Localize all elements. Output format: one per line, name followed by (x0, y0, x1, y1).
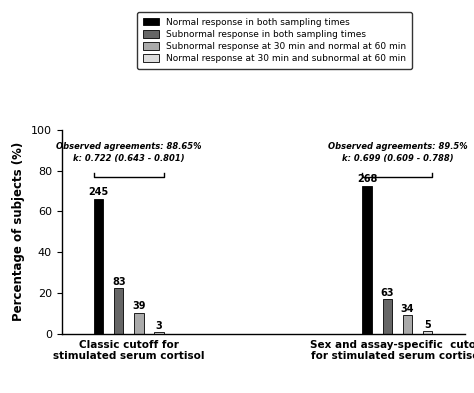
Text: k: 0.699 (0.609 - 0.788): k: 0.699 (0.609 - 0.788) (342, 154, 453, 163)
Bar (114, 288, 123, 334)
Text: 245: 245 (89, 187, 109, 197)
Bar (363, 186, 372, 334)
Text: Observed agreements: 89.5%: Observed agreements: 89.5% (328, 142, 467, 151)
Bar (94, 199, 103, 334)
Bar (423, 331, 432, 334)
Text: 268: 268 (357, 174, 377, 184)
Bar (154, 332, 164, 334)
Text: 63: 63 (381, 288, 394, 298)
Legend: Normal response in both sampling times, Subnormal response in both sampling time: Normal response in both sampling times, … (137, 12, 411, 69)
Text: k: 0.722 (0.643 - 0.801): k: 0.722 (0.643 - 0.801) (73, 154, 184, 163)
Bar (403, 315, 412, 334)
Bar (383, 299, 392, 334)
Text: 34: 34 (401, 304, 414, 314)
Bar (134, 312, 144, 334)
Text: 3: 3 (155, 321, 163, 331)
Text: 83: 83 (112, 277, 126, 286)
Text: 5: 5 (424, 320, 431, 330)
Y-axis label: Percentage of subjects (%): Percentage of subjects (%) (12, 142, 25, 321)
Text: Observed agreements: 88.65%: Observed agreements: 88.65% (56, 142, 201, 151)
Text: 39: 39 (132, 301, 146, 311)
